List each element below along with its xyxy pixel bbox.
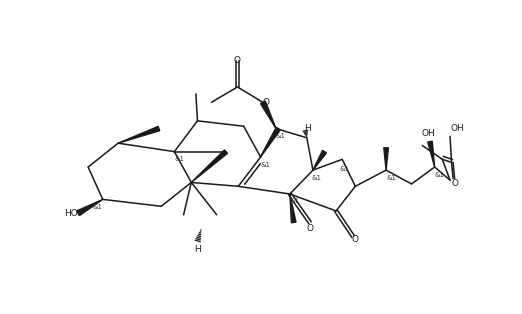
Text: &1: &1 — [276, 133, 286, 139]
Text: O: O — [352, 235, 359, 244]
Text: OH: OH — [450, 124, 464, 133]
Text: O: O — [452, 180, 459, 188]
Polygon shape — [384, 148, 388, 170]
Text: &1: &1 — [174, 156, 184, 162]
Text: O: O — [306, 224, 313, 233]
Polygon shape — [313, 150, 326, 170]
Text: O: O — [234, 56, 241, 65]
Text: &1: &1 — [386, 175, 396, 181]
Text: OH: OH — [422, 129, 435, 138]
Text: &1: &1 — [340, 165, 350, 171]
Polygon shape — [260, 101, 276, 128]
Text: &1: &1 — [93, 204, 103, 210]
Text: &1: &1 — [260, 162, 270, 168]
Polygon shape — [191, 150, 228, 182]
Text: H: H — [304, 124, 311, 133]
Text: O: O — [263, 98, 270, 107]
Polygon shape — [118, 126, 160, 143]
Text: &1: &1 — [290, 198, 300, 204]
Text: &1: &1 — [312, 175, 322, 181]
Text: H: H — [194, 245, 201, 254]
Polygon shape — [260, 127, 280, 157]
Polygon shape — [428, 141, 435, 167]
Polygon shape — [77, 199, 103, 216]
Text: &1: &1 — [435, 172, 445, 178]
Text: HO: HO — [64, 209, 78, 218]
Polygon shape — [290, 194, 296, 223]
